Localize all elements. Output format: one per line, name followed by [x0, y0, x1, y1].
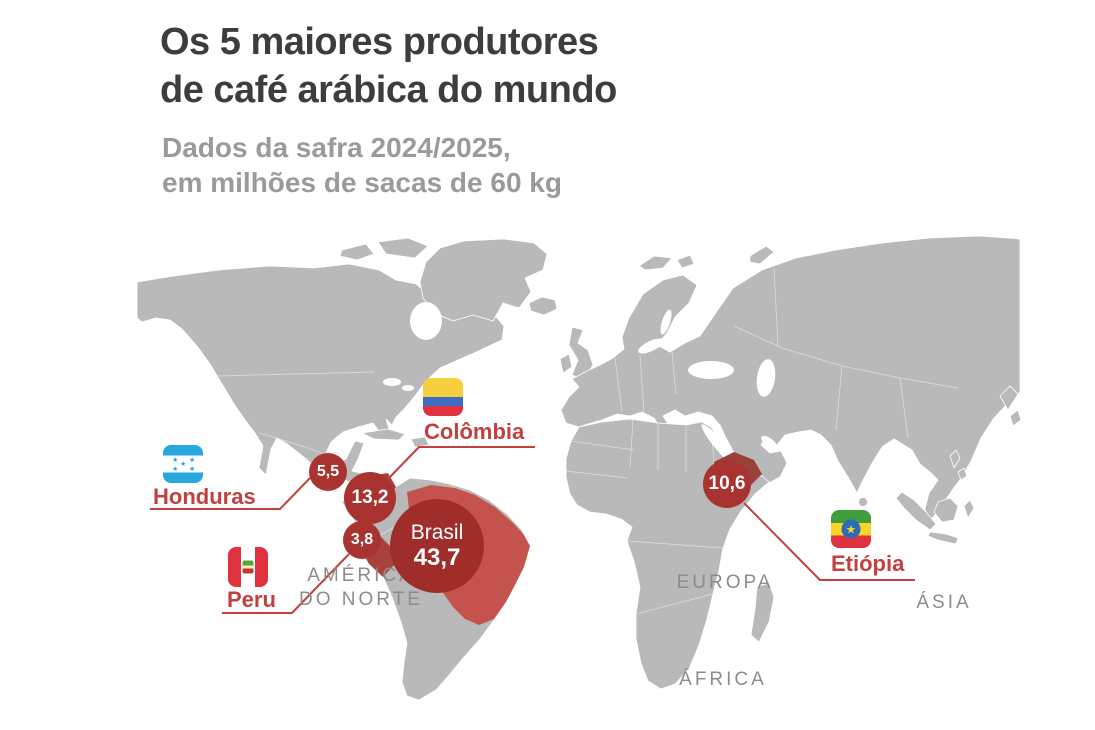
- peru-flag-icon: [228, 547, 268, 587]
- gulf-of-bothnia: [660, 309, 672, 335]
- bubble-brasil-name: Brasil: [410, 521, 464, 545]
- leader-lines: [150, 446, 915, 614]
- bubble-honduras: 5,5: [309, 453, 347, 491]
- page-title: Os 5 maiores produtores de café arábica …: [160, 18, 617, 114]
- country-label-colombia: Colômbia: [424, 419, 525, 444]
- country-borders: [153, 267, 959, 615]
- arctic-island: [377, 237, 429, 259]
- page-subtitle-line1: Dados da safra 2024/2025,: [162, 132, 511, 163]
- bubble-peru: 3,8: [343, 521, 381, 559]
- bubble-etiopia: 10,6: [703, 460, 751, 508]
- philippines-island: [957, 467, 968, 481]
- svalbard-island: [676, 254, 695, 269]
- madagascar-landmass: [750, 582, 775, 643]
- great-lake: [402, 385, 414, 391]
- landmasses: [136, 235, 1022, 701]
- cuba-island: [361, 428, 406, 441]
- page-title-line2: de café arábica do mundo: [160, 69, 617, 111]
- great-lake: [383, 378, 401, 386]
- peru-coat-of-arms-icon: [242, 560, 254, 574]
- java-island: [927, 531, 959, 545]
- honduras-flag-icon: ★ ★ ★ ★ ★: [163, 445, 203, 483]
- arctic-island: [339, 243, 375, 261]
- bubble-colombia: 13,2: [344, 472, 396, 524]
- novaya-zemlya-island: [749, 245, 775, 265]
- persian-gulf: [761, 435, 777, 449]
- continent-label-europe: EUROPA: [676, 572, 774, 593]
- page-subtitle: Dados da safra 2024/2025, em milhões de …: [162, 130, 562, 200]
- etiopia-leader-line: [743, 502, 915, 581]
- eurasia-landmass: [560, 235, 1021, 522]
- colombia-flag-icon: [423, 378, 463, 416]
- sumatra-island: [895, 491, 937, 531]
- greenland-landmass: [419, 238, 548, 322]
- continent-label-asia: ÁSIA: [916, 592, 972, 613]
- page-title-line1: Os 5 maiores produtores: [160, 21, 599, 63]
- bubble-brasil-value: 43,7: [413, 544, 461, 572]
- philippines-island: [949, 449, 961, 469]
- colombia-leader-line: [387, 446, 535, 480]
- ireland-landmass: [559, 353, 573, 374]
- inland-seas: [383, 302, 777, 468]
- country-label-etiopia: Etiópia: [831, 551, 905, 576]
- world-map-svg: [136, 235, 1022, 701]
- country-label-honduras: Honduras: [153, 484, 256, 509]
- black-sea: [688, 361, 734, 379]
- sulawesi-island: [963, 499, 975, 519]
- borneo-island: [933, 497, 959, 523]
- japan-island: [1009, 409, 1022, 427]
- iceland-landmass: [528, 296, 558, 316]
- ethiopia-emblem-icon: ★: [841, 519, 861, 539]
- hudson-bay: [410, 302, 442, 340]
- baltic-sea: [638, 338, 664, 354]
- svalbard-island: [638, 255, 673, 271]
- honduras-leader-line: [150, 477, 311, 510]
- bubble-etiopia-value: 10,6: [708, 473, 746, 495]
- bubble-colombia-value: 13,2: [351, 487, 389, 509]
- page-subtitle-line2: em milhões de sacas de 60 kg: [162, 167, 562, 198]
- ethiopia-flag-icon: ★: [831, 510, 871, 548]
- country-label-peru: Peru: [227, 587, 276, 612]
- continent-label-north-america: AMÉRICA DO NORTE: [299, 565, 423, 610]
- bubble-brasil: Brasil 43,7: [390, 499, 484, 593]
- caspian-sea: [756, 359, 776, 397]
- bubble-honduras-value: 5,5: [316, 462, 340, 480]
- bubble-peru-value: 3,8: [350, 530, 374, 548]
- continent-label-africa: ÁFRICA: [679, 669, 767, 690]
- world-map: AMÉRICA DO NORTE AMÉRICA DO SUL EUROPA Á…: [74, 226, 1022, 712]
- sri-lanka-island: [858, 497, 868, 507]
- hispaniola-island: [410, 436, 430, 448]
- japan-island: [999, 385, 1019, 411]
- peru-leader-line: [222, 553, 350, 614]
